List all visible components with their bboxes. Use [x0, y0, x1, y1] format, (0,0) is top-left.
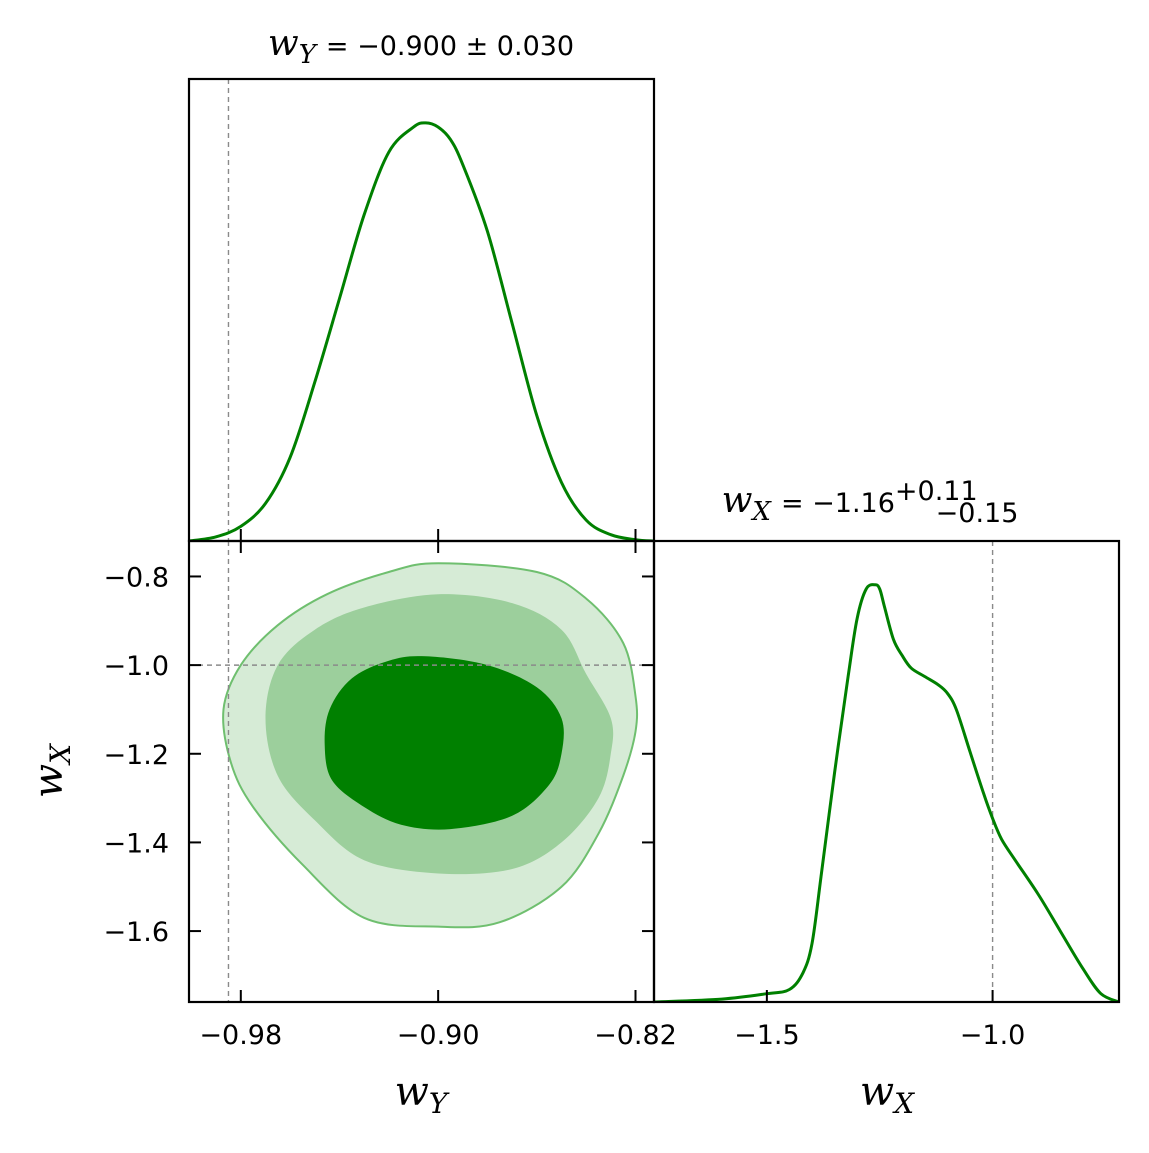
contour-1-sigma [324, 656, 564, 830]
x-tick-label-right: −1.5 [734, 1020, 800, 1051]
x-axis-label-wY: wY [395, 1069, 450, 1120]
panel-marginal-wY: wY = −0.900 ± 0.030 [187, 23, 656, 543]
ticks-joint-panel: −0.98 −0.90 −0.82 −0.8 −1.0 −1.2 −1.4 −1.6 [103, 541, 677, 1051]
x-ticks-top-panel [239, 529, 637, 541]
y-axis-label-wX: wX [26, 743, 77, 798]
title-wX: wX = −1.16+0.11 −0.15 [722, 476, 1019, 529]
series-line-wY [189, 121, 654, 541]
y-tick-label: −1.0 [103, 651, 169, 682]
y-tick-label: −1.4 [103, 828, 169, 859]
x-tick-label: −0.98 [199, 1020, 282, 1051]
axes-frame-top [187, 77, 656, 543]
series-line-wX [654, 583, 1119, 1002]
y-tick-label: −1.6 [103, 917, 169, 948]
panel-joint-wY-wX: −0.98 −0.90 −0.82 −0.8 −1.0 −1.2 −1.4 −1.6 wY w… [26, 539, 677, 1120]
x-ticks-right-panel: −1.5 −1.0 [734, 990, 1025, 1051]
axes-frame-right [652, 539, 1121, 1004]
contour-levels [222, 562, 639, 929]
y-tick-label: −1.2 [103, 740, 169, 771]
title-wY: wY = −0.900 ± 0.030 [268, 23, 574, 70]
x-tick-label: −0.82 [594, 1020, 677, 1051]
y-tick-label: −0.8 [103, 562, 169, 593]
x-axis-label-wX: wX [860, 1069, 915, 1120]
panel-marginal-wX: −1.5 −1.0 wX = −1.16+0.11 −0.15 wX [652, 476, 1121, 1120]
x-tick-label-right: −1.0 [960, 1020, 1026, 1051]
x-tick-label: −0.90 [397, 1020, 480, 1051]
